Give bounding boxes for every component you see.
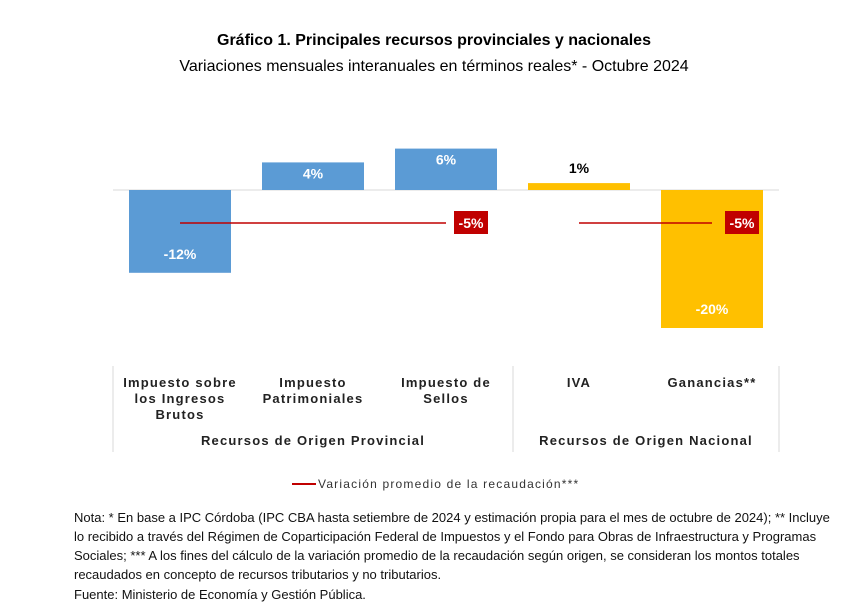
chart-title: Gráfico 1. Principales recursos provinci… [217,32,651,49]
bar-chart: -12% 4% 6% 1% -20% -5% -5% [112,148,780,452]
average-label-1: -5% [730,215,755,231]
category-label-line: Sellos [423,391,469,406]
category-label-line: Impuesto [279,375,347,390]
group-label-1: Recursos de Origen Nacional [539,433,753,448]
footnote: Nota: * En base a IPC Córdoba (IPC CBA h… [74,510,830,582]
category-label-line: IVA [566,375,592,390]
category-label-line: Ganancias** [667,375,757,390]
category-label-line: Brutos [155,407,205,422]
category-label-line: Impuesto sobre [123,375,237,390]
bar-value-label-4: -20% [696,301,729,317]
bar-value-label-2: 6% [436,152,457,168]
category-label-1: Impuesto Patrimoniales [247,375,379,407]
average-badge-1 [725,211,759,234]
category-label-line: los Ingresos [134,391,226,406]
category-label-0: Impuesto sobre los Ingresos Brutos [114,375,246,423]
source-text: Fuente: Ministerio de Economía y Gestión… [74,587,366,602]
category-label-4: Ganancias** [646,375,778,391]
bar-1 [262,162,364,190]
chart-subtitle: Variaciones mensuales interanuales en té… [179,58,689,75]
group-label-0: Recursos de Origen Provincial [200,433,426,448]
legend-label: Variación promedio de la recaudación*** [318,477,580,491]
category-label-line: Impuesto de [401,375,491,390]
average-label-0: -5% [459,215,484,231]
average-badge-0 [454,211,488,234]
legend-swatch [292,483,316,485]
bar-value-label-0: -12% [164,246,197,262]
bar-0 [129,190,231,273]
bar-value-label-3: 1% [569,160,590,176]
bar-value-label-1: 4% [303,165,324,181]
legend: Variación promedio de la recaudación*** [292,477,579,491]
bar-2 [395,148,497,190]
category-label-2: Impuesto de Sellos [380,375,512,407]
category-label-line: Patrimoniales [262,391,364,406]
bar-3 [528,183,630,190]
category-label-3: IVA [513,375,645,391]
